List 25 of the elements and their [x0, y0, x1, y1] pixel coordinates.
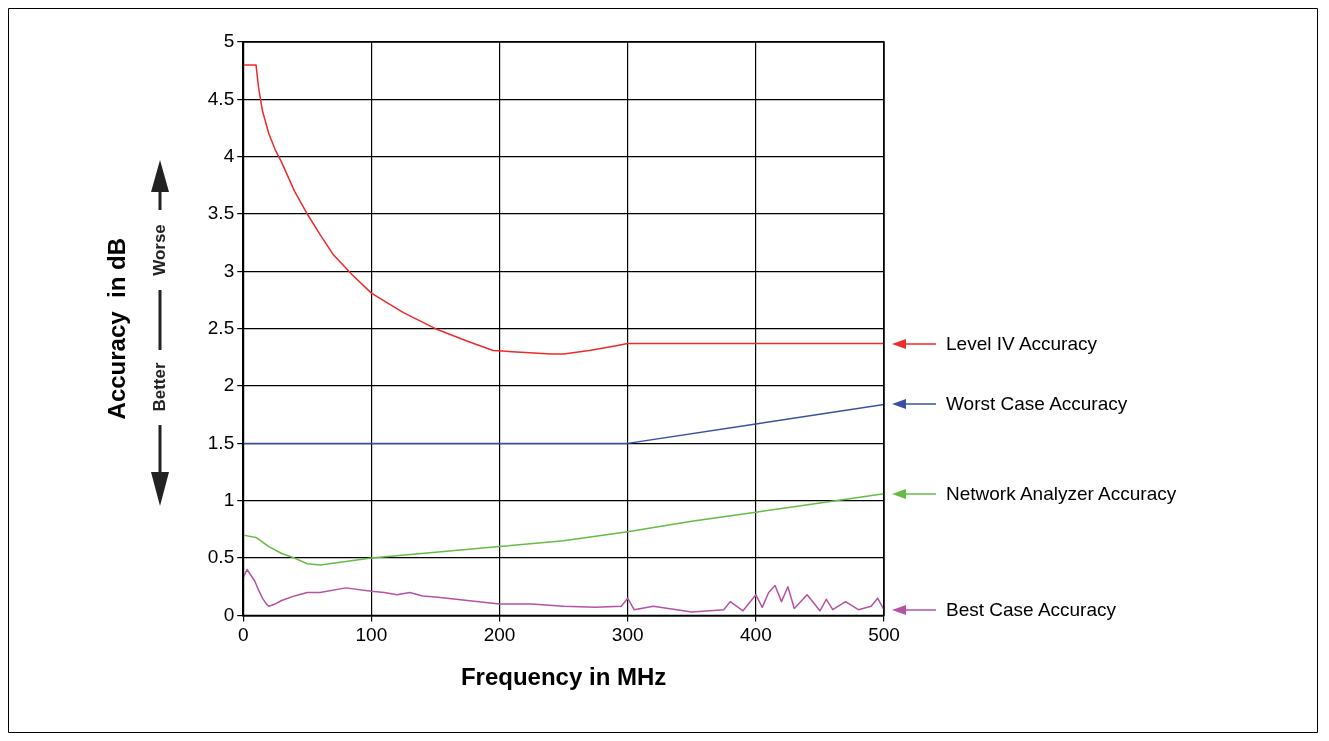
x-axis-title: Frequency in MHz	[460, 663, 667, 691]
x-tick-label: 300	[611, 624, 644, 646]
y-tick-label: 1	[223, 488, 235, 510]
legend-label: Level IV Accuracy	[946, 332, 1098, 355]
y-tick-label: 3	[223, 259, 235, 281]
y-tick-label: 3.5	[207, 202, 235, 224]
legend-label: Worst Case Accuracy	[946, 393, 1128, 416]
y-tick-label: 0.5	[207, 546, 235, 568]
text: Better	[150, 362, 169, 412]
x-tick-label: 0	[237, 624, 249, 646]
y-axis-title: Accuracy in dB	[103, 238, 131, 420]
y-tick-label: 4.5	[207, 87, 235, 109]
y-tick-label: 4	[223, 144, 235, 166]
x-tick-label: 400	[739, 624, 772, 646]
legend-label: Network Analyzer Accuracy	[946, 482, 1177, 505]
legend-label: Best Case Accuracy	[946, 598, 1117, 621]
y-tick-label: 0	[223, 603, 235, 625]
text: Worse	[150, 224, 169, 276]
x-tick-label: 100	[355, 624, 388, 646]
y-tick-label: 2.5	[207, 316, 235, 338]
y-tick-label: 5	[223, 30, 235, 52]
x-tick-label: 200	[483, 624, 516, 646]
y-tick-label: 2	[223, 374, 235, 396]
x-tick-label: 500	[868, 624, 900, 646]
y-tick-label: 1.5	[207, 431, 235, 453]
